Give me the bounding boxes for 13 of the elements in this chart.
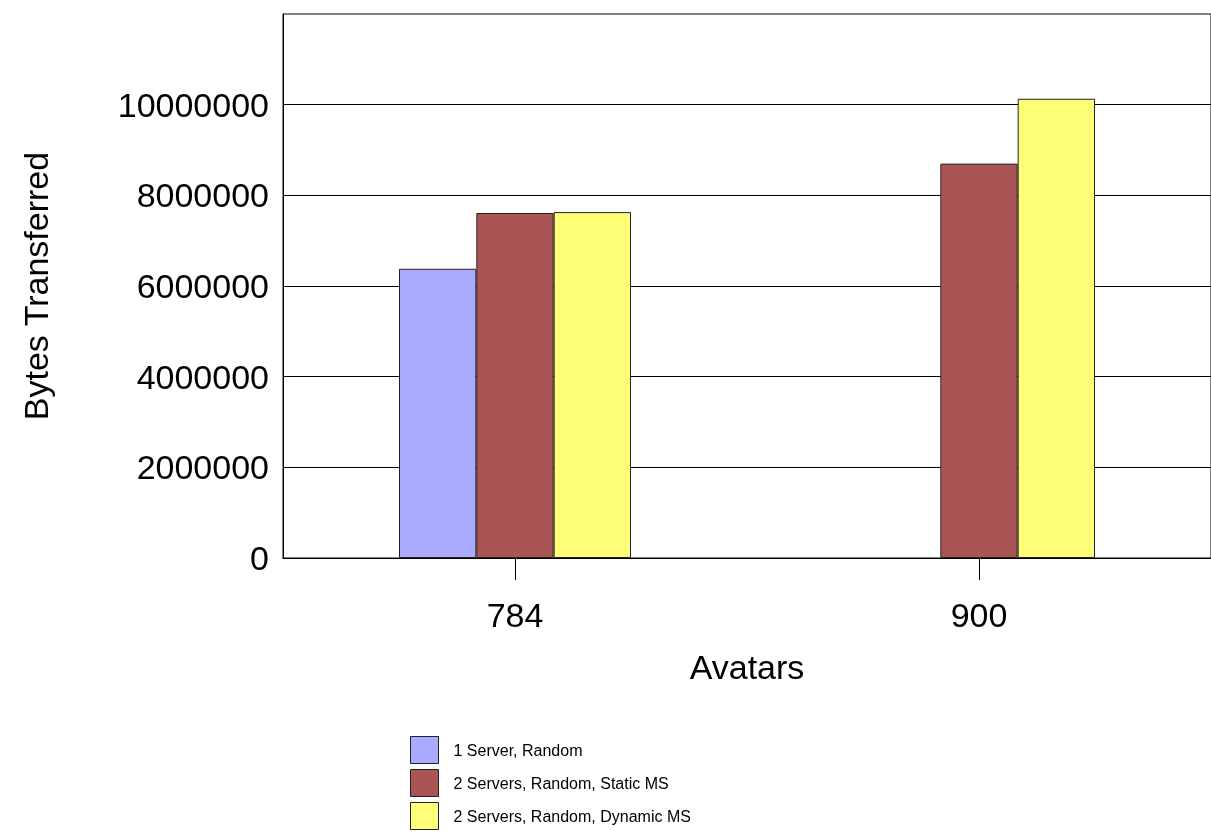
y-tick-label: 10000000 xyxy=(117,85,269,124)
y-tick-label: 4000000 xyxy=(136,357,269,396)
legend-label: 2 Servers, Random, Dynamic MS xyxy=(453,807,691,825)
legend-label: 1 Server, Random xyxy=(453,741,583,759)
legend-label: 2 Servers, Random, Static MS xyxy=(453,774,669,792)
x-tick-label: 900 xyxy=(950,596,1008,634)
y-tick-label: 6000000 xyxy=(136,267,269,305)
y-tick-label: 2000000 xyxy=(136,448,269,487)
y-axis-title: Bytes Transferred xyxy=(17,151,55,421)
y-tick-label: 0 xyxy=(250,539,269,577)
x-axis-title: Avatars xyxy=(689,648,805,686)
x-tick-label: 784 xyxy=(486,596,544,634)
y-tick-label: 8000000 xyxy=(136,176,269,215)
